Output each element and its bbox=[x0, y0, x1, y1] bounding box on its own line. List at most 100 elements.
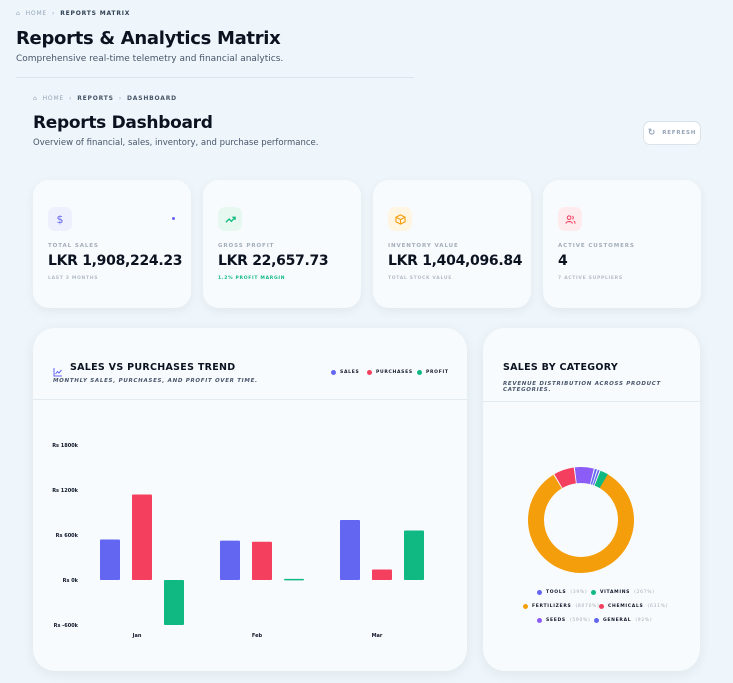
legend-general[interactable]: GENERAL (92%) bbox=[594, 618, 652, 623]
legend-label: GENERAL bbox=[603, 618, 632, 623]
breadcrumb-separator: › bbox=[118, 95, 123, 102]
box-icon bbox=[388, 207, 412, 231]
legend-sales[interactable]: SALES bbox=[331, 370, 359, 375]
trend-chart-subtitle: MONTHLY SALES, PURCHASES, AND PROFIT OVE… bbox=[53, 378, 258, 384]
card-divider bbox=[483, 401, 700, 402]
card-divider bbox=[33, 399, 467, 400]
breadcrumb-separator: › bbox=[52, 10, 56, 17]
bar-profit-jan[interactable] bbox=[164, 580, 184, 625]
legend-swatch bbox=[417, 370, 422, 375]
legend-label: PROFIT bbox=[426, 370, 449, 375]
y-tick-label: Rs 1200k bbox=[52, 488, 78, 494]
dashboard-breadcrumb: ⌂ HOME › REPORTS › DASHBOARD bbox=[33, 95, 177, 102]
bar-profit-feb[interactable] bbox=[284, 578, 304, 581]
kpi-card-inventory-value: INVENTORY VALUE LKR 1,404,096.84 TOTAL S… bbox=[373, 180, 531, 308]
home-icon[interactable]: ⌂ bbox=[33, 95, 38, 102]
category-chart-subtitle: REVENUE DISTRIBUTION ACROSS PRODUCT CATE… bbox=[503, 381, 661, 393]
legend-swatch bbox=[537, 590, 542, 595]
y-tick-label: Rs 1800k bbox=[52, 443, 78, 449]
refresh-label: REFRESH bbox=[662, 130, 697, 136]
dashboard-subtitle: Overview of financial, sales, inventory,… bbox=[33, 138, 319, 148]
x-tick-label: Jan bbox=[132, 633, 142, 639]
kpi-value: LKR 1,908,224.23 bbox=[48, 253, 183, 269]
refresh-icon: ↻ bbox=[647, 128, 657, 138]
bar-purchases-mar[interactable] bbox=[372, 569, 392, 581]
x-tick-label: Mar bbox=[372, 633, 383, 639]
legend-chemicals[interactable]: CHEMICALS (631%) bbox=[599, 604, 668, 609]
breadcrumb-current: DASHBOARD bbox=[127, 95, 177, 102]
kpi-note: 7 ACTIVE SUPPLIERS bbox=[558, 276, 623, 281]
slice-seeds[interactable] bbox=[574, 467, 594, 485]
bar-purchases-jan[interactable] bbox=[132, 494, 152, 581]
kpi-label: ACTIVE CUSTOMERS bbox=[558, 243, 635, 249]
kpi-label: INVENTORY VALUE bbox=[388, 243, 459, 249]
home-icon[interactable]: ⌂ bbox=[16, 10, 21, 17]
legend-tools[interactable]: TOOLS (39%) bbox=[537, 590, 587, 595]
bar-sales-mar[interactable] bbox=[340, 520, 360, 580]
breadcrumb-home[interactable]: HOME bbox=[42, 95, 65, 102]
kpi-card-gross-profit: GROSS PROFIT LKR 22,657.73 1.2% PROFIT M… bbox=[203, 180, 361, 308]
legend-label: VITAMINS bbox=[600, 590, 631, 595]
category-chart-title: SALES BY CATEGORY bbox=[503, 362, 618, 373]
donut-chart bbox=[528, 467, 634, 573]
legend-label: PURCHASES bbox=[376, 370, 413, 375]
slice-vitamins[interactable] bbox=[594, 470, 608, 489]
legend-vitamins[interactable]: VITAMINS (267%) bbox=[591, 590, 655, 595]
legend-swatch bbox=[594, 618, 599, 623]
breadcrumb-current: REPORTS MATRIX bbox=[60, 10, 131, 17]
bar-profit-mar[interactable] bbox=[404, 530, 424, 581]
kpi-card-active-customers: ACTIVE CUSTOMERS 4 7 ACTIVE SUPPLIERS bbox=[543, 180, 701, 308]
legend-seeds[interactable]: SEEDS (590%) bbox=[537, 618, 590, 623]
refresh-button[interactable]: ↻ REFRESH bbox=[643, 121, 701, 145]
y-tick-label: Rs 0k bbox=[63, 578, 79, 584]
breadcrumb-home[interactable]: HOME bbox=[25, 10, 48, 17]
legend-swatch bbox=[599, 604, 604, 609]
trend-chart-card: SALES VS PURCHASES TREND MONTHLY SALES, … bbox=[33, 328, 467, 671]
kpi-value: LKR 1,404,096.84 bbox=[388, 253, 523, 269]
header-divider bbox=[16, 77, 414, 78]
page-subtitle: Comprehensive real-time telemetry and fi… bbox=[16, 54, 284, 64]
legend-percent: (8070%) bbox=[575, 604, 600, 609]
legend-percent: (267%) bbox=[634, 590, 655, 595]
kpi-value: LKR 22,657.73 bbox=[218, 253, 329, 269]
kpi-card-total-sales: $ TOTAL SALES LKR 1,908,224.23 LAST 3 MO… bbox=[33, 180, 191, 308]
trend-chart-title: SALES VS PURCHASES TREND bbox=[70, 362, 236, 373]
legend-swatch bbox=[591, 590, 596, 595]
legend-profit[interactable]: PROFIT bbox=[417, 370, 449, 375]
breadcrumb-reports[interactable]: REPORTS bbox=[77, 95, 114, 102]
slice-fertilizers[interactable] bbox=[528, 474, 634, 573]
slice-chemicals[interactable] bbox=[554, 467, 577, 489]
status-dot bbox=[172, 217, 175, 220]
legend-percent: (39%) bbox=[570, 590, 588, 595]
top-breadcrumb: ⌂ HOME › REPORTS MATRIX bbox=[16, 10, 130, 17]
users-icon bbox=[558, 207, 582, 231]
bar-sales-jan[interactable] bbox=[100, 539, 120, 581]
legend-label: CHEMICALS bbox=[608, 604, 644, 609]
legend-label: FERTILIZERS bbox=[532, 604, 572, 609]
trending-up-icon bbox=[218, 207, 242, 231]
legend-purchases[interactable]: PURCHASES bbox=[367, 370, 413, 375]
legend-swatch bbox=[537, 618, 542, 623]
legend-fertilizers[interactable]: FERTILIZERS (8070%) bbox=[523, 604, 600, 609]
page-title: Reports & Analytics Matrix bbox=[16, 28, 281, 49]
kpi-note: 1.2% PROFIT MARGIN bbox=[218, 276, 286, 281]
kpi-label: TOTAL SALES bbox=[48, 243, 99, 249]
kpi-note: LAST 3 MONTHS bbox=[48, 276, 99, 281]
legend-percent: (92%) bbox=[635, 618, 653, 623]
line-chart-icon bbox=[53, 362, 63, 381]
category-chart-card: SALES BY CATEGORY REVENUE DISTRIBUTION A… bbox=[483, 328, 700, 671]
legend-swatch bbox=[367, 370, 372, 375]
bar-chart: Rs 1800k Rs 1200k Rs 600k Rs 0k Rs -600k Jan F… bbox=[52, 443, 424, 639]
bar-purchases-feb[interactable] bbox=[252, 541, 272, 580]
y-tick-label: Rs -600k bbox=[54, 623, 79, 629]
legend-label: SALES bbox=[340, 370, 360, 375]
bar-sales-feb[interactable] bbox=[220, 540, 240, 580]
legend-percent: (590%) bbox=[569, 618, 591, 623]
legend-label: TOOLS bbox=[546, 590, 567, 595]
kpi-label: GROSS PROFIT bbox=[218, 243, 275, 249]
legend-swatch bbox=[523, 604, 528, 609]
breadcrumb-separator: › bbox=[69, 95, 73, 102]
legend-percent: (631%) bbox=[647, 604, 669, 609]
y-tick-label: Rs 600k bbox=[56, 533, 79, 539]
x-tick-label: Feb bbox=[252, 633, 263, 639]
